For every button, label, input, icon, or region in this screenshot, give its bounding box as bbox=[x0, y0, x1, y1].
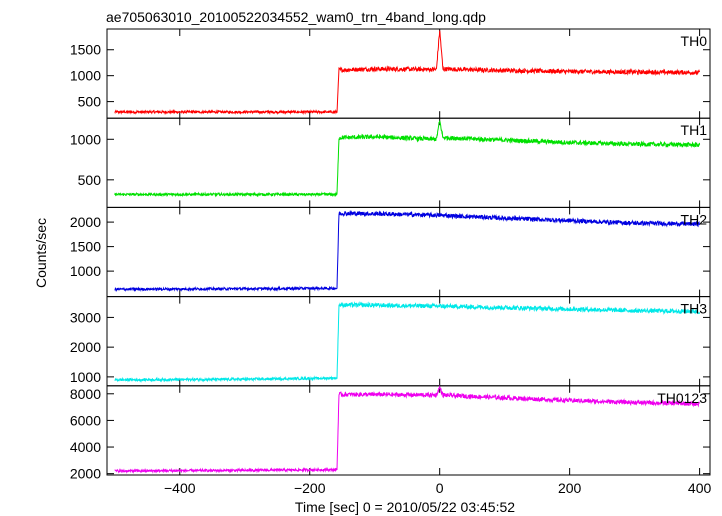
y-axis-label: Counts/sec bbox=[33, 218, 49, 288]
y-tick-label: 1000 bbox=[70, 369, 101, 385]
panel-name-label: TH2 bbox=[681, 211, 708, 227]
panel-th3: 1000 2000 3000 TH3 bbox=[70, 296, 711, 387]
y-tick-label: 1500 bbox=[70, 42, 101, 58]
y-tick-label: 3000 bbox=[70, 309, 101, 325]
panel-th2: 1000 1500 2000 TH2 bbox=[70, 206, 711, 298]
panel-name-label: TH0 bbox=[681, 33, 708, 49]
y-tick-label: 1500 bbox=[70, 239, 101, 255]
x-tick-label: 200 bbox=[558, 480, 582, 496]
y-tick-label: 500 bbox=[78, 172, 102, 188]
y-tick-label: 2000 bbox=[70, 214, 101, 230]
series-line-th2 bbox=[114, 209, 701, 293]
panel-name-label: TH3 bbox=[681, 301, 708, 317]
y-tick-label: 4000 bbox=[70, 439, 101, 455]
panel-name-label: TH1 bbox=[681, 122, 708, 138]
panel-th0: 500 1000 1500 TH0 bbox=[70, 28, 711, 119]
plot-title: ae705063010_20100522034552_wam0_trn_4ban… bbox=[106, 9, 486, 25]
series-line-th3 bbox=[114, 301, 701, 383]
panel-th0123: 2000 4000 6000 8000 TH0123 bbox=[70, 384, 711, 482]
series-line-th0 bbox=[114, 30, 701, 116]
y-tick-label: 8000 bbox=[70, 386, 101, 402]
series-line-th0123 bbox=[114, 384, 700, 474]
y-tick-label: 6000 bbox=[70, 412, 101, 428]
panel-name-label: TH0123 bbox=[657, 390, 707, 406]
x-tick-label: −400 bbox=[164, 480, 196, 496]
x-tick-label: 400 bbox=[688, 480, 712, 496]
x-axis-label: Time [sec] 0 = 2010/05/22 03:45:52 bbox=[295, 499, 515, 515]
panel-frame bbox=[106, 385, 711, 476]
y-tick-label: 500 bbox=[78, 94, 102, 110]
x-tick-label: 0 bbox=[436, 480, 444, 496]
y-tick-label: 2000 bbox=[70, 339, 101, 355]
y-tick-label: 1000 bbox=[70, 131, 101, 147]
y-tick-label: 1000 bbox=[70, 263, 101, 279]
series-line-th1 bbox=[114, 120, 701, 198]
x-tick-label: −200 bbox=[294, 480, 326, 496]
panel-th1: 500 1000 TH1 bbox=[70, 117, 711, 208]
y-tick-label: 2000 bbox=[70, 466, 101, 482]
y-tick-label: 1000 bbox=[70, 68, 101, 84]
